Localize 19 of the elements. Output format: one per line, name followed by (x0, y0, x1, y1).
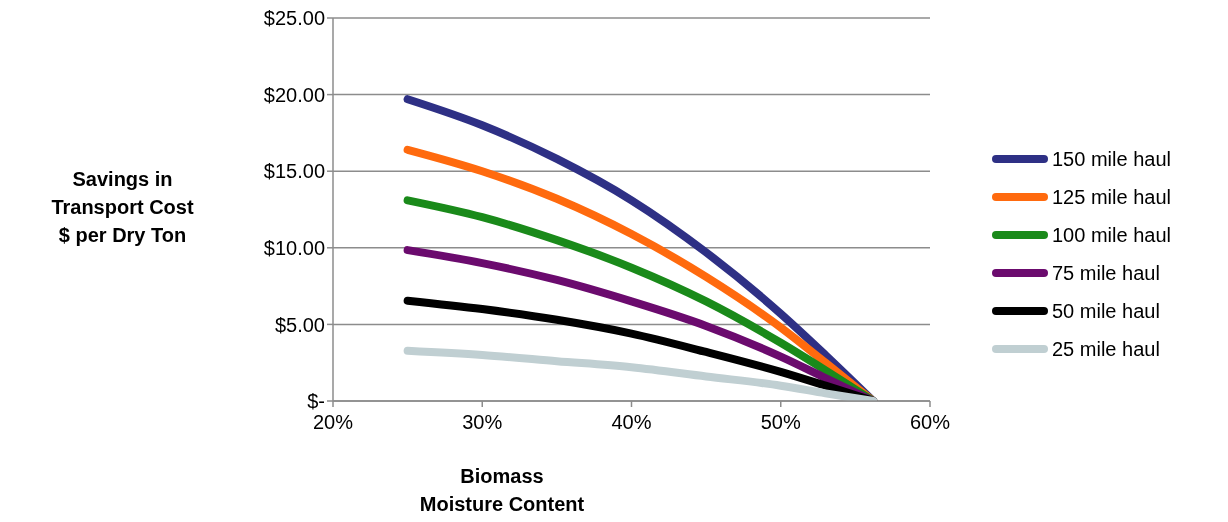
x-tick-label: 50% (760, 411, 801, 434)
y-tick-label: $- (307, 390, 325, 413)
y-tick-label: $5.00 (274, 313, 325, 336)
x-tick-label: 40% (611, 411, 652, 434)
x-tick-label: 60% (909, 411, 951, 434)
legend-label: 25 mile haul (1052, 337, 1160, 361)
y-tick-label: $25.00 (263, 7, 325, 30)
y-axis-title: Savings in Transport Cost $ per Dry Ton (50, 167, 195, 248)
y-tick-label: $20.00 (263, 83, 325, 106)
legend-label: 50 mile haul (1052, 299, 1160, 323)
legend-label: 150 mile haul (1052, 147, 1171, 171)
x-tick-label: 20% (312, 411, 354, 434)
y-tick-label: $15.00 (263, 160, 325, 183)
legend-label: 100 mile haul (1052, 223, 1171, 247)
legend-label: 75 mile haul (1052, 261, 1160, 285)
legend-label: 125 mile haul (1052, 185, 1171, 209)
x-axis-title: Biomass Moisture Content (418, 464, 586, 517)
y-tick-label: $10.00 (263, 236, 325, 259)
x-tick-label: 30% (462, 411, 503, 434)
